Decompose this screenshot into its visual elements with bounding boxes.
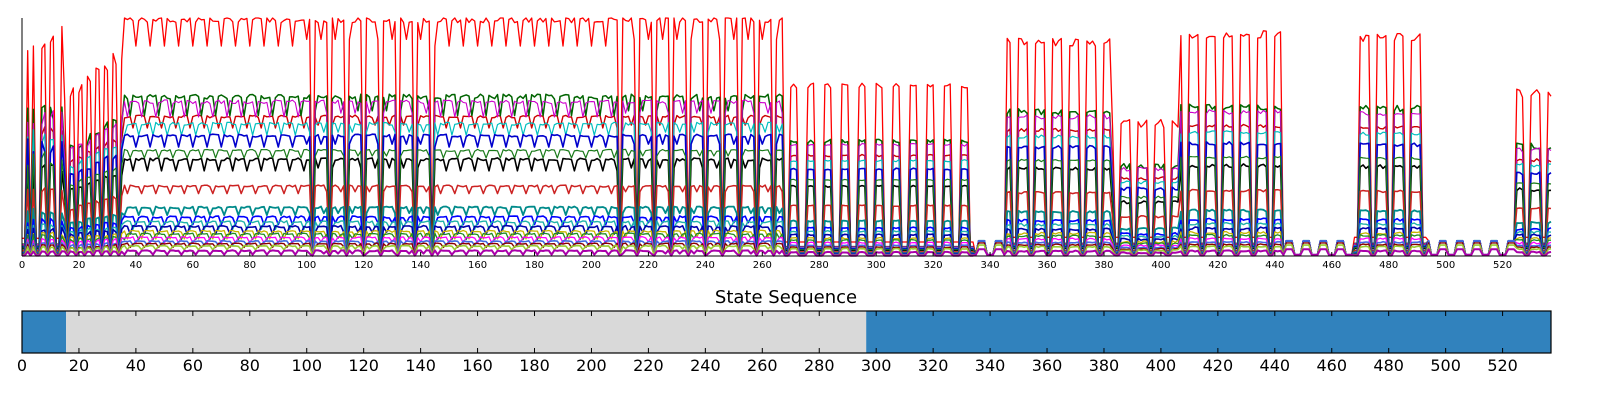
signal-x-tick-label: 0 — [19, 260, 25, 271]
state-x-tick-label: 280 — [804, 356, 835, 375]
state-x-tick-label: 300 — [861, 356, 892, 375]
state-x-tick-label: 220 — [633, 356, 664, 375]
state-x-tick-label: 160 — [462, 356, 493, 375]
state-x-tick-label: 260 — [747, 356, 778, 375]
signal-x-tick-label: 220 — [639, 260, 658, 271]
signal-x-tick-label: 40 — [130, 260, 143, 271]
signal-x-tick-label: 100 — [297, 260, 316, 271]
state-x-tick-label: 460 — [1316, 356, 1347, 375]
state-x-tick-label: 100 — [291, 356, 322, 375]
state-segment-a-0 — [22, 311, 67, 353]
signal-axes: 0 20 40 60 80 100 120 140 160 180 200 220 240 260 280 3… — [19, 18, 1551, 271]
signal-x-tick-label: 380 — [1094, 260, 1113, 271]
signal-x-tick-label: 60 — [186, 260, 199, 271]
signal-x-tick-label: 280 — [810, 260, 829, 271]
signal-x-tick-label: 160 — [468, 260, 487, 271]
signal-x-tick-label: 360 — [1037, 260, 1056, 271]
signal-x-tick-label: 20 — [73, 260, 86, 271]
state-x-tick-label: 360 — [1032, 356, 1063, 375]
state-segment-b-1 — [66, 311, 867, 353]
state-x-tick-label: 180 — [519, 356, 550, 375]
state-x-tick-label: 500 — [1430, 356, 1461, 375]
signal-x-tick-label: 200 — [582, 260, 601, 271]
signal-x-tick-label: 140 — [411, 260, 430, 271]
signal-x-tick-label: 300 — [867, 260, 886, 271]
state-sequence-frame — [21, 310, 1552, 354]
state-x-tick-label: 380 — [1089, 356, 1120, 375]
state-x-tick-label: 0 — [17, 356, 27, 375]
signal-x-tick-label: 500 — [1436, 260, 1455, 271]
state-x-tick-label: 440 — [1260, 356, 1291, 375]
signal-x-tick-label: 180 — [525, 260, 544, 271]
signal-x-tick-label: 520 — [1493, 260, 1512, 271]
series-line-s2 — [22, 114, 1552, 256]
state-x-tick-label: 480 — [1373, 356, 1404, 375]
signal-x-tick-label: 480 — [1379, 260, 1398, 271]
signal-x-tick-label: 420 — [1208, 260, 1227, 271]
state-x-tick-label: 340 — [975, 356, 1006, 375]
state-x-tick-label: 40 — [126, 356, 146, 375]
signal-x-tick-label: 120 — [354, 260, 373, 271]
signal-x-tick-label: 80 — [243, 260, 256, 271]
state-x-tick-label: 200 — [576, 356, 607, 375]
signal-x-tick-label: 440 — [1265, 260, 1284, 271]
state-x-tick-label: 240 — [690, 356, 721, 375]
state-segment-a-2 — [866, 311, 1551, 353]
state-x-tick-label: 80 — [240, 356, 260, 375]
signal-line-chart: 0 20 40 60 80 100 120 140 160 180 200 220 240 260 280 3… — [19, 17, 1552, 271]
state-x-tick-label: 20 — [69, 356, 89, 375]
signal-x-tick-label: 320 — [924, 260, 943, 271]
state-x-tick-label: 400 — [1146, 356, 1177, 375]
signal-x-tick-label: 240 — [696, 260, 715, 271]
state-sequence-chart: State Sequence 0 20 40 60 80 100 120 140 160 180 2… — [17, 287, 1552, 375]
state-sequence-bars — [22, 311, 1551, 353]
state-sequence-axes: 0 20 40 60 80 100 120 140 160 180 200 220 240 260 280 3… — [17, 310, 1552, 375]
state-sequence-title: State Sequence — [715, 287, 857, 308]
state-x-tick-label: 60 — [183, 356, 203, 375]
state-x-tick-label: 420 — [1203, 356, 1234, 375]
signal-x-tick-label: 340 — [981, 260, 1000, 271]
signal-x-tick-label: 460 — [1322, 260, 1341, 271]
signal-series-group — [22, 17, 1552, 257]
state-x-tick-label: 120 — [348, 356, 379, 375]
signal-x-tick-label: 260 — [753, 260, 772, 271]
state-x-tick-label: 320 — [918, 356, 949, 375]
state-x-tick-label: 140 — [405, 356, 436, 375]
state-x-tick-label: 520 — [1487, 356, 1518, 375]
series-line-s8 — [22, 148, 1552, 256]
signal-x-tick-label: 400 — [1151, 260, 1170, 271]
